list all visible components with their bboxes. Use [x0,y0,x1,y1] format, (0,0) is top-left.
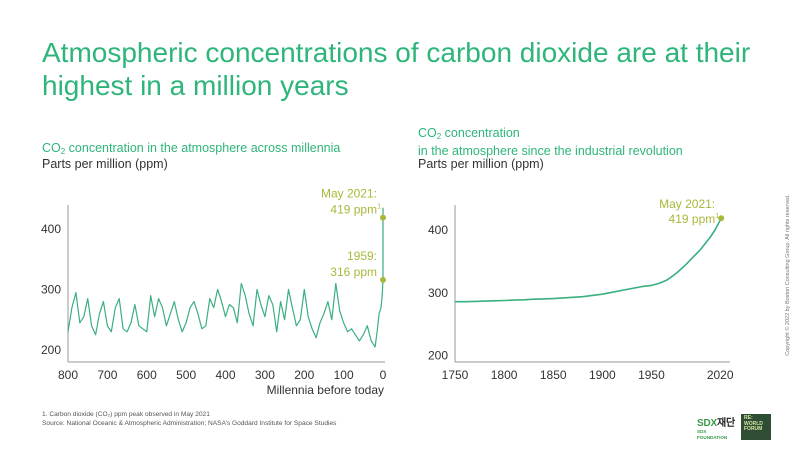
sdx-logo-x: X [710,418,718,429]
footnotes: 1. Carbon dioxide (CO₂) ppm peak observe… [42,410,336,428]
right-x-tick-label: 1850 [540,368,567,382]
rf-logo-line3: FORUM [744,426,763,432]
rf-logo-line1: RE: [744,415,753,421]
left-x-tick-label: 700 [97,368,117,382]
left-x-tick-label: 0 [380,368,387,382]
left-x-tick-label: 300 [255,368,275,382]
right-highlight-value: 419 ppm1 [669,212,720,226]
right-series-line [455,217,722,303]
rf-logo-line2: WORLD [744,420,763,427]
left-x-tick-label: 600 [137,368,157,382]
page-title: Atmospheric concentrations of carbon dio… [42,37,751,101]
sdx-foundation-logo: SDX재단 SDX FOUNDATION [697,418,737,440]
sdx-logo-subtext: SDX FOUNDATION [697,429,728,440]
reworld-forum-logo: RE: WORLD FORUM [741,414,771,440]
footnote-mark: 1 [715,213,719,220]
left-chart-subtitle-sub: 2 [60,147,66,156]
left-chart-subtitle-rest: concentration in the atmosphere across m… [65,141,341,155]
sdx-logo-mark: SDX재단 [697,418,737,429]
left-x-tick-label: 200 [294,368,314,382]
left-x-tick-label: 500 [176,368,196,382]
source-note: Source: National Oceanic & Atmospheric A… [42,420,337,427]
left-y-tick-label: 300 [41,283,61,297]
right-highlight-point [718,215,725,222]
left-x-tick-label: 100 [334,368,354,382]
left-highlight-value: 419 ppm1 [330,203,381,217]
left-x-axis-title: Millennia before today [267,383,384,397]
left-chart-subtitle: CO2 concentration in the atmosphere acro… [42,141,340,159]
right-x-tick-label: 1900 [589,368,616,382]
left-highlight-point [380,214,386,221]
left-highlight-label: 1959: [347,249,377,263]
right-chart-subtitle-sub: 2 [436,132,442,141]
right-chart-subtitle: CO2 concentration in the atmosphere sinc… [418,126,683,159]
right-chart-unit-label: Parts per million (ppm) [418,157,544,171]
left-highlight-point [380,276,386,283]
copyright-note: Copyright © 2022 by Boston Consulting Gr… [785,194,791,356]
left-chart-subtitle-co: CO [42,141,61,155]
sdx-logo-sd: SD [697,418,711,429]
footnote-1: 1. Carbon dioxide (CO₂) ppm peak observe… [42,411,210,418]
right-y-tick-label: 300 [428,286,448,300]
left-x-tick-label: 800 [58,368,78,382]
right-chart-subtitle-rest: concentration [441,126,520,140]
right-x-tick-label: 1750 [442,368,469,382]
right-chart-subtitle-line2: in the atmosphere since the industrial r… [418,144,683,158]
left-series-line [67,279,384,348]
right-chart-subtitle-co: CO [418,126,437,140]
right-x-tick-label: 2020 [707,368,734,382]
left-y-tick-label: 200 [41,343,61,357]
right-x-tick-label: 1950 [638,368,665,382]
left-chart-unit-label: Parts per million (ppm) [42,157,168,171]
right-y-tick-label: 400 [428,223,448,237]
right-highlight-label: May 2021: [659,197,715,211]
right-y-tick-label: 200 [428,349,448,363]
left-highlight-label: May 2021: [321,187,377,201]
sdx-logo-korean: 재단 [716,418,735,429]
left-highlight-value: 316 ppm [330,265,377,279]
right-x-tick-label: 1800 [491,368,518,382]
left-y-tick-label: 400 [41,222,61,236]
left-x-tick-label: 400 [215,368,235,382]
footnote-mark: 1 [377,204,381,211]
right-chart-subtitle-line1: CO2 concentration [418,126,683,144]
